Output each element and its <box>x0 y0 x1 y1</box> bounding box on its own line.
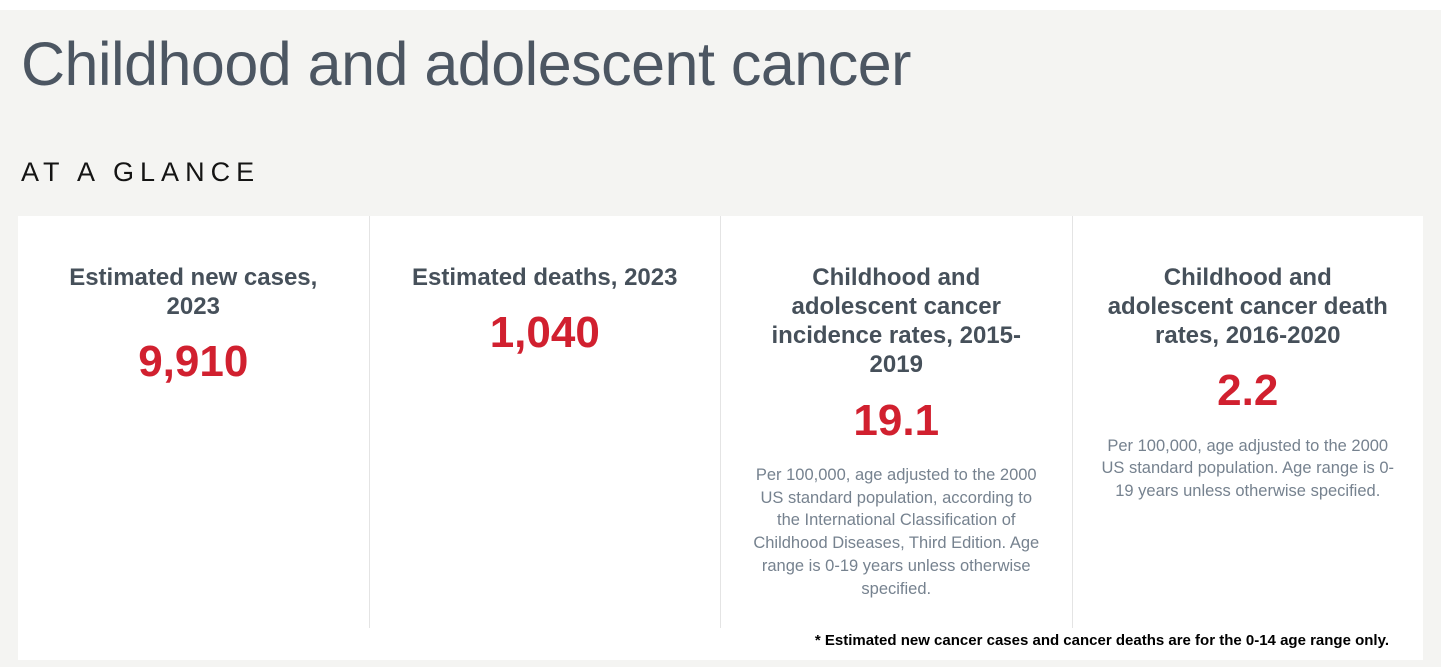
stat-card-description: Per 100,000, age adjusted to the 2000 US… <box>753 465 1040 598</box>
top-white-strip <box>0 0 1441 10</box>
stat-card-value: 2.2 <box>1217 366 1279 416</box>
at-a-glance-panel: Estimated new cases, 2023 9,910 Estimate… <box>18 215 1424 661</box>
stat-card-description: Per 100,000, age adjusted to the 2000 US… <box>1101 436 1395 501</box>
stat-card-deaths: Estimated deaths, 2023 1,040 <box>370 215 721 629</box>
stat-card-incidence-rates: Childhood and adolescent cancer incidenc… <box>721 215 1073 629</box>
stat-card-new-cases: Estimated new cases, 2023 9,910 <box>18 215 370 629</box>
stat-cards-row: Estimated new cases, 2023 9,910 Estimate… <box>18 215 1424 629</box>
stat-card-heading: Childhood and adolescent cancer death ra… <box>1107 263 1388 350</box>
stat-card-death-rates: Childhood and adolescent cancer death ra… <box>1073 216 1424 629</box>
stat-card-heading: Estimated deaths, 2023 <box>412 263 678 291</box>
stat-card-value: 1,040 <box>489 307 600 357</box>
stat-card-heading: Estimated new cases, 2023 <box>69 263 318 320</box>
stat-card-heading: Childhood and adolescent cancer incidenc… <box>771 263 1021 379</box>
section-heading-at-a-glance: AT A GLANCE <box>21 157 261 188</box>
stat-card-value: 9,910 <box>138 337 249 387</box>
stat-card-value: 19.1 <box>853 395 940 445</box>
page-title: Childhood and adolescent cancer <box>21 30 911 98</box>
footnote-text: * Estimated new cancer cases and cancer … <box>814 632 1389 650</box>
